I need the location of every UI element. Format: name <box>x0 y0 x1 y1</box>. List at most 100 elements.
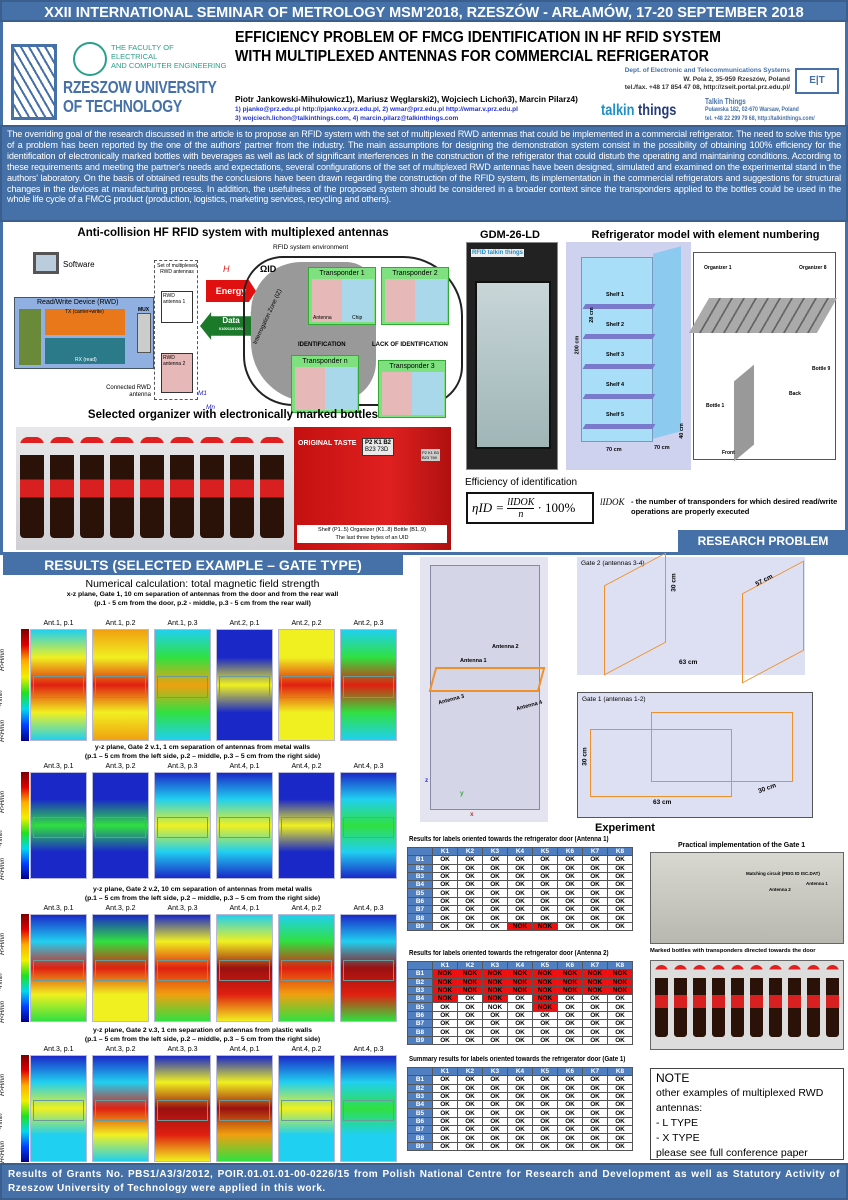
gate-2-diagram: Gate 2 (antennas 3-4) 30 cm 57 cm 63 cm <box>577 552 805 684</box>
heatmap-panel <box>278 1055 335 1162</box>
table-cell: OK <box>507 1075 533 1085</box>
bottle-icon <box>20 437 44 538</box>
table-cell: OK <box>557 863 583 873</box>
table-cell: OK <box>432 921 458 931</box>
column-header: K8 <box>607 1066 633 1077</box>
table-cell: OK <box>507 1010 533 1021</box>
table-cell: OK <box>457 994 483 1004</box>
colorbar-label: H>Hmin <box>0 1073 6 1096</box>
antenna-outline <box>219 1100 270 1122</box>
rx-label: RX (read) <box>75 357 97 363</box>
caption-line: y-z plane, Gate 2 v.1, 1 cm separation o… <box>94 744 311 751</box>
colorbar <box>21 1055 29 1162</box>
heatmap-panel-label: Ant.4, p.1 <box>229 905 260 912</box>
table-row: B8 OK OK OK OK OK OK OK OK <box>407 1133 633 1143</box>
caption-line: (p.1 – 5 cm from the left side, p.2 – mi… <box>84 1035 321 1043</box>
faculty-line: ELECTRICAL <box>111 52 158 61</box>
email-link[interactable]: 1) pjanko@prz.edu.pl http://pjanko.v.prz… <box>235 106 518 113</box>
gate-1-height: 30 cm <box>581 747 589 766</box>
table-cell: OK <box>482 855 508 865</box>
table-cell: OK <box>532 1133 558 1143</box>
table-row: B4 OK OK OK OK OK OK OK OK <box>407 880 633 890</box>
table-cell: OK <box>457 905 483 915</box>
table-cell: OK <box>532 1091 558 1102</box>
experiment-title: Experiment <box>595 822 655 834</box>
antenna-outline <box>33 959 84 981</box>
table-cell: OK <box>582 1125 608 1135</box>
table-cell: OK <box>557 1075 583 1085</box>
heatmap-panel-label: Ant.4, p.3 <box>353 905 384 912</box>
bottle-icon <box>140 437 164 538</box>
colorbar-label: H>Hmin <box>0 933 6 955</box>
dept-contact: Dept. of Electronic and Telecommunicatio… <box>625 67 790 93</box>
table-cell: OK <box>557 1108 583 1118</box>
column-header: K1 <box>432 1066 458 1077</box>
table-cell: OK <box>532 1019 558 1029</box>
table-cell: OK <box>507 1019 533 1029</box>
rwd-label: Read/Write Device (RWD) <box>37 299 119 306</box>
column-header: K6 <box>557 1066 583 1077</box>
energy-label: Energy <box>215 286 247 296</box>
university-line: OF TECHNOLOGY <box>63 96 182 116</box>
antenna-outline <box>157 676 208 699</box>
table-cell: OK <box>607 913 633 923</box>
table-cell: NOK <box>457 969 483 979</box>
table-cell: OK <box>607 1083 633 1093</box>
row-header: B9 <box>407 921 433 931</box>
row-header: B4 <box>407 1100 433 1110</box>
gate-2-height: 30 cm <box>670 573 678 592</box>
table-cell: NOK <box>432 969 458 979</box>
table-cell: OK <box>432 1035 458 1045</box>
table-cell: NOK <box>532 994 558 1004</box>
table-cell: OK <box>432 1019 458 1029</box>
row-header: B7 <box>407 1019 433 1029</box>
mn-label: Mn <box>206 404 216 411</box>
table-cell: OK <box>557 871 583 882</box>
heatmap-panel <box>154 914 211 1022</box>
table-cell: OK <box>457 921 483 931</box>
colorbar <box>21 914 29 1022</box>
results-heading: RESULTS (SELECTED EXAMPLE – GATE TYPE) <box>3 555 403 575</box>
bottle-closeup-photo: ORIGINAL TASTE P2 K1 B2 B23 73D P2 K1 B3 B… <box>294 427 451 550</box>
table-cell: OK <box>432 888 458 898</box>
table-cell: OK <box>607 888 633 898</box>
transponder-label: Transponder 2 <box>392 270 438 277</box>
environment-label: RFID system environment <box>273 244 349 251</box>
table-cell: NOK <box>607 985 633 996</box>
colorbar-label: H<Hmin <box>0 1001 6 1023</box>
row-header: B6 <box>407 1116 433 1127</box>
efficiency-formula: ηID = lIDOK n · 100% <box>466 492 594 524</box>
bottle-icon <box>750 964 763 1037</box>
title-line: WITH MULTIPLEXED ANTENNAS FOR COMMERCIAL… <box>235 48 709 65</box>
table-cell: NOK <box>582 969 608 979</box>
email-link[interactable]: 3) wojciech.lichon@talkinthings.com, 4) … <box>235 114 459 122</box>
heatmap-panel <box>216 629 273 741</box>
antenna-1-label: Antenna 1 <box>460 658 487 664</box>
antenna-outline <box>95 817 146 839</box>
table-cell: OK <box>557 913 583 923</box>
chip-part <box>325 367 357 410</box>
table-cell: OK <box>457 1035 483 1045</box>
bottle-icon <box>731 964 744 1037</box>
table-cell: NOK <box>607 969 633 979</box>
table-cell: OK <box>482 1019 508 1029</box>
table-cell: OK <box>482 888 508 898</box>
result-table: K1 K2 K3 K4 K5 K6 K7 K8 B1 NOK NOK NOK NOK NOK NOK NOK N… <box>407 960 633 1045</box>
bottle-icon <box>788 964 801 1037</box>
software-label: Software <box>63 260 95 269</box>
table-cell: OK <box>582 1010 608 1021</box>
bottle-icon <box>655 964 668 1037</box>
table-row: B2 OK OK OK OK OK OK OK OK <box>407 863 633 873</box>
table-cell: OK <box>457 1002 483 1012</box>
column-header: K2 <box>457 960 483 971</box>
table-cell: OK <box>507 1035 533 1045</box>
table-cell: OK <box>507 1133 533 1143</box>
heatmap-panel <box>92 629 149 741</box>
rfid-system-diagram: Software Read/Write Device (RWD) TX (car… <box>8 242 463 418</box>
tag-id: P2 K1 B2 <box>365 440 392 446</box>
table-cell: OK <box>582 1133 608 1143</box>
heatmap-panel <box>340 914 397 1022</box>
column-header: K8 <box>607 960 633 971</box>
table-cell: OK <box>507 1100 533 1110</box>
table-cell: OK <box>457 1100 483 1110</box>
